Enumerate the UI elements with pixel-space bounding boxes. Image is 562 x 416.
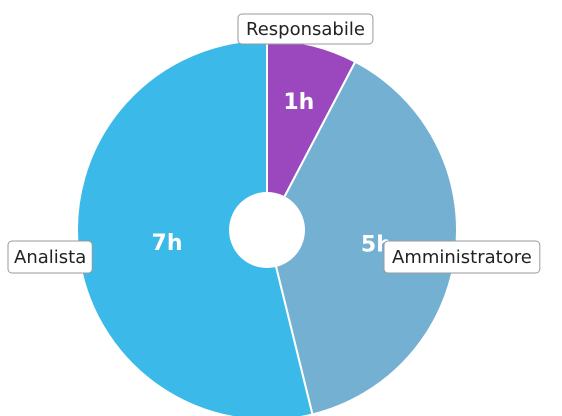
slice-label-analista: Analista [14, 247, 86, 268]
slice-callout-analista: Analista [7, 240, 93, 274]
slice-label-responsabile: Responsabile [246, 19, 365, 40]
callout-box [383, 240, 541, 274]
donut-hole [229, 192, 305, 268]
slice-label-amministratore: Amministratore [392, 247, 532, 268]
slice-callouts: Responsabile Amministratore Analista [7, 13, 541, 274]
callout-box [7, 240, 93, 274]
slice-value-analista: 7h [152, 231, 183, 256]
slice-value-responsabile: 1h [283, 90, 314, 115]
slice-callout-responsabile: Responsabile [237, 13, 374, 45]
pie-slices [76, 38, 458, 416]
slice-callout-amministratore: Amministratore [383, 240, 541, 274]
callout-box [237, 13, 374, 45]
